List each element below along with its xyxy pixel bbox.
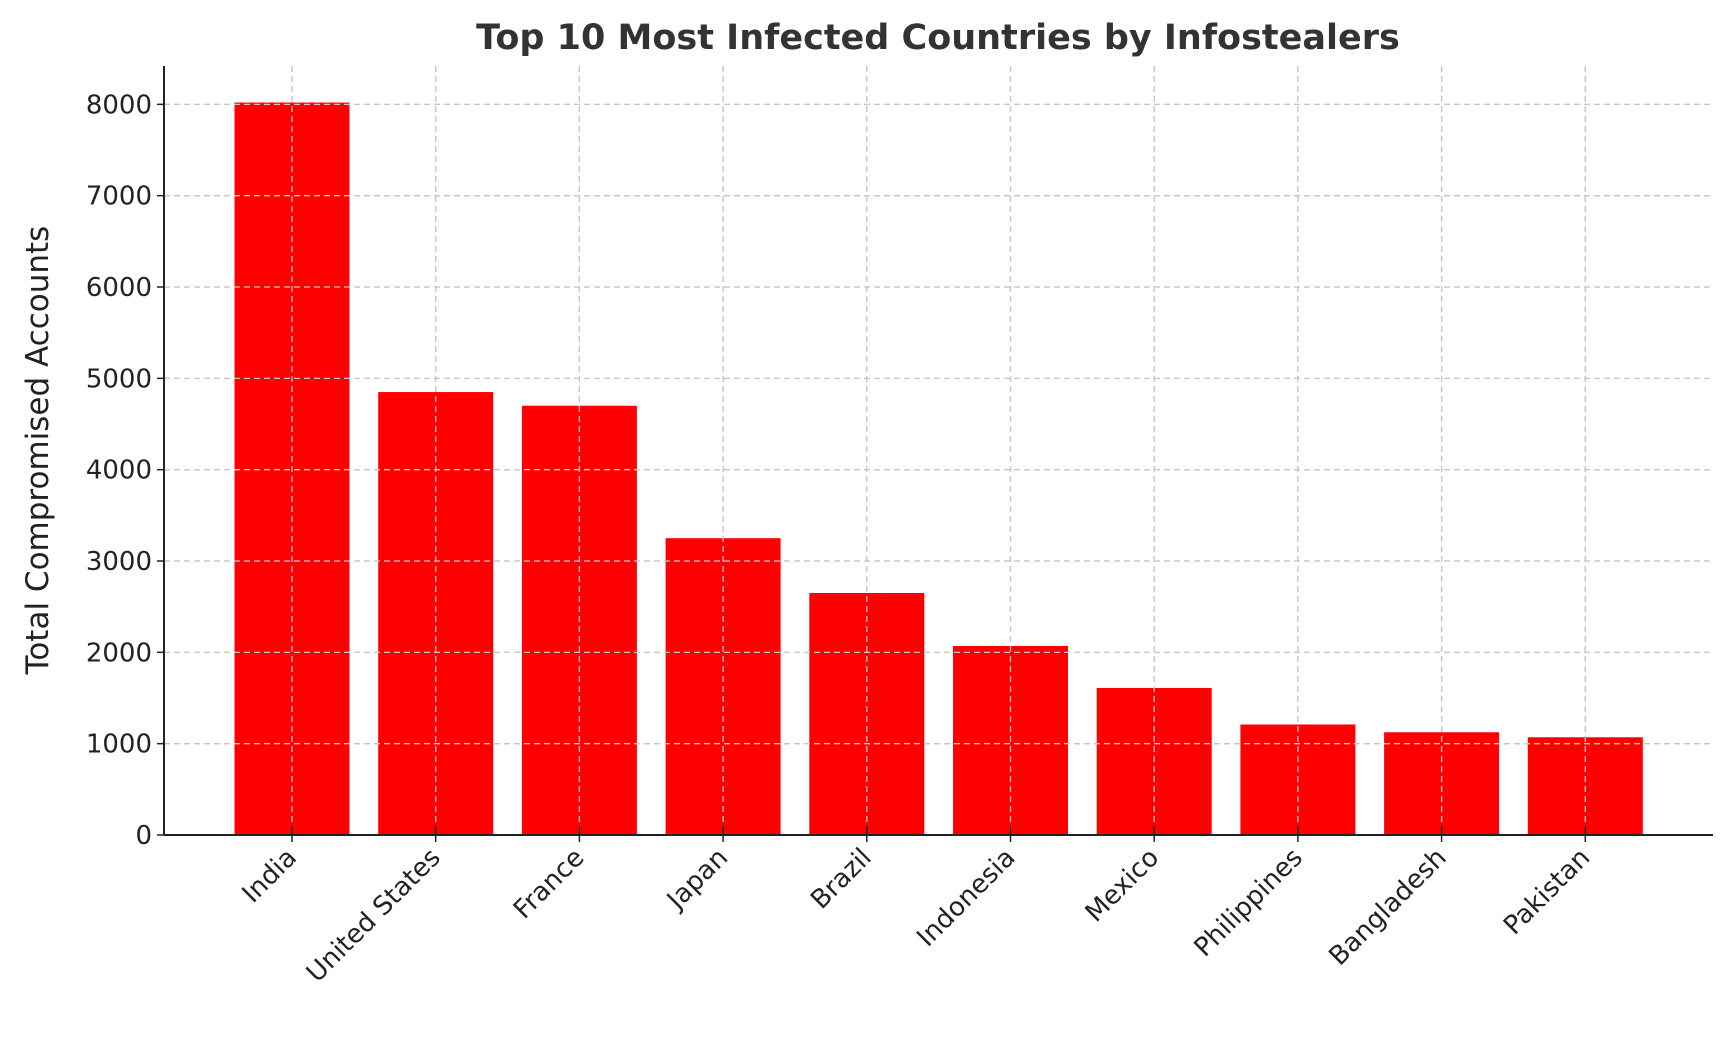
x-tick-label: Indonesia [911, 843, 1021, 953]
x-tick-label: Brazil [805, 843, 878, 916]
x-tick-label: Philippines [1189, 843, 1309, 963]
y-tick-label: 6000 [86, 273, 152, 303]
x-tick-label: Mexico [1080, 843, 1165, 928]
y-tick-label: 2000 [86, 638, 152, 668]
x-tick-label: France [508, 843, 590, 925]
bar-brazil [809, 592, 925, 835]
y-tick-label: 4000 [86, 456, 152, 486]
y-tick-label: 7000 [86, 182, 152, 212]
y-axis-label: Total Compromised Accounts [20, 226, 56, 676]
x-tick-label: Japan [660, 843, 734, 917]
x-tick-label: Bangladesh [1324, 843, 1453, 972]
y-tick-label: 3000 [86, 547, 152, 577]
y-tick-label: 5000 [86, 364, 152, 394]
y-tick-label: 8000 [86, 90, 152, 120]
chart-title: Top 10 Most Infected Countries by Infost… [476, 18, 1400, 58]
y-tick-label: 0 [135, 821, 152, 851]
x-tick-label: India [237, 843, 303, 909]
y-tick-label: 1000 [86, 730, 152, 760]
x-tick-label: Pakistan [1498, 843, 1596, 941]
x-tick-label: United States [301, 843, 447, 989]
